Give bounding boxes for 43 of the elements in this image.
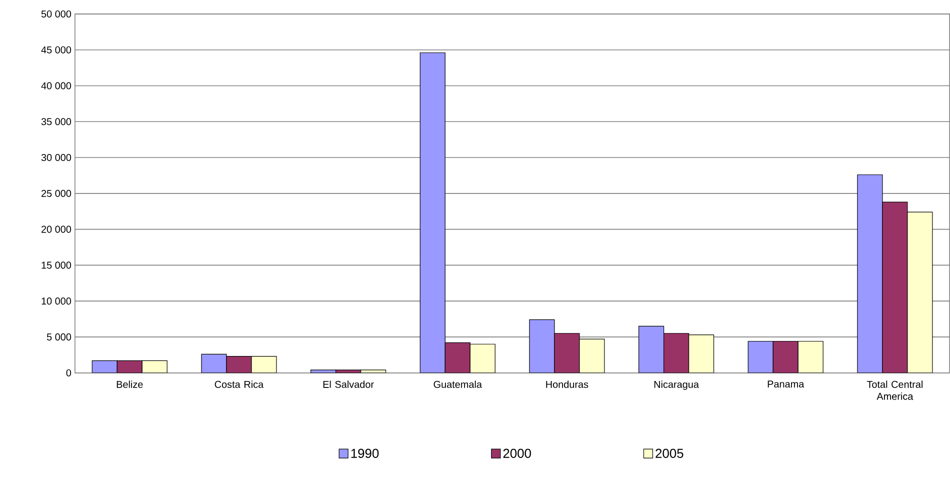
legend-label: 1990 <box>351 448 379 458</box>
bar <box>470 344 496 373</box>
legend-label: 2005 <box>656 448 684 458</box>
y-tick-label: 10 000 <box>42 298 72 305</box>
y-tick-label: 35 000 <box>41 118 72 126</box>
bar <box>444 342 470 373</box>
x-tick-label: Nicaragua <box>654 380 699 390</box>
y-tick-label: 0 <box>66 369 72 376</box>
bar <box>579 338 605 373</box>
bar <box>882 202 908 373</box>
bar <box>663 333 690 373</box>
bar <box>907 212 933 373</box>
bar <box>92 360 118 373</box>
bar <box>798 341 824 373</box>
y-tick-label: 30 000 <box>41 154 72 162</box>
bar <box>772 341 798 373</box>
bar <box>688 334 714 373</box>
bar <box>251 356 277 373</box>
x-tick-label: Costa Rica <box>214 380 264 388</box>
bar <box>748 341 774 373</box>
bar <box>857 174 883 373</box>
bar <box>554 333 580 373</box>
y-tick-label: 45 000 <box>41 46 72 54</box>
legend-label: 2000 <box>503 448 531 458</box>
y-tick-label: 5 000 <box>46 334 72 341</box>
x-tick-label: Belize <box>116 380 143 388</box>
bar <box>226 356 252 373</box>
x-tick-label: Honduras <box>546 380 588 388</box>
y-tick-label: 15 000 <box>42 262 72 269</box>
x-tick-label: El Salvador <box>323 380 374 388</box>
bar <box>420 52 446 373</box>
bar <box>529 320 555 373</box>
y-tick-label: 40 000 <box>41 82 72 90</box>
y-tick-label: 50 000 <box>41 10 72 18</box>
x-tick-label: Total Central America <box>866 380 922 400</box>
bar <box>201 354 227 373</box>
x-tick-label: Guatemala <box>434 380 482 388</box>
y-tick-label: 25 000 <box>41 190 72 198</box>
bar <box>117 360 142 373</box>
bar <box>638 326 664 373</box>
x-tick-label: Panama <box>768 380 804 388</box>
bar <box>142 360 168 373</box>
y-tick-label: 20 000 <box>41 226 72 233</box>
